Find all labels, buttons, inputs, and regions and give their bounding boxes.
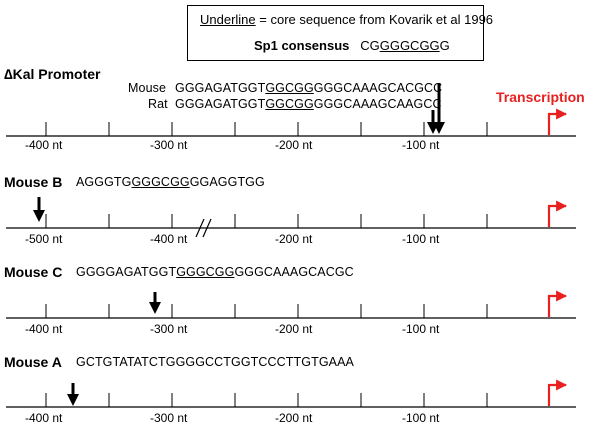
legend-box: Underline = core sequence from Kovarik e… — [187, 5, 493, 61]
kal-promoter-title: ∆Kal Promoter — [4, 66, 101, 82]
kal-mouse-sequence: GGGAGATGGTGGCGGGGGCAAAGCACGCC — [175, 81, 443, 95]
mouse-a-tick-label: -400 nt — [25, 411, 63, 425]
transcription-label: Transcription — [496, 89, 585, 105]
kal-rat-site-arrow — [427, 110, 439, 134]
mouse-a-transcription-start-arrow-icon — [547, 379, 568, 406]
axis-break-mark — [195, 218, 205, 238]
legend-description: = core sequence from Kovarik et al 1996 — [255, 12, 494, 27]
mouse-c-tick-label: -400 nt — [25, 322, 63, 336]
axis-break-mark — [202, 218, 212, 238]
kal-transcription-start-arrow-icon — [547, 108, 568, 135]
mouse-c-transcription-start-arrow-icon — [547, 290, 568, 317]
consensus-sequence: CGGGGCGGG — [360, 38, 450, 53]
legend-underline-word: Underline — [200, 12, 256, 27]
mouse-b-sequence: AGGGTGGGGCGGGGAGGTGG — [76, 175, 265, 189]
kal-tick-label: -100 nt — [402, 138, 440, 152]
mouse-b-tick-label: -400 nt — [150, 232, 188, 246]
kal-rat-core: GGCGG — [265, 97, 314, 111]
mouse-c-axis — [6, 304, 576, 319]
mouse-c-tick-label: -100 nt — [402, 322, 440, 336]
legend-line-2: Sp1 consensus CGGGGCGGG — [254, 38, 450, 53]
mouse-c-sequence: GGGGAGATGGTGGGCGGGGGCAAAGCACGC — [76, 265, 354, 279]
kal-tick-label: -400 nt — [25, 138, 63, 152]
mouse-b-title: Mouse B — [4, 174, 63, 190]
mouse-c-site-arrow — [149, 292, 161, 314]
kal-tick-label: -300 nt — [150, 138, 188, 152]
mouse-b-tick-label: -200 nt — [275, 232, 313, 246]
kal-mouse-core: GGCGG — [265, 81, 314, 95]
kal-axis — [6, 122, 576, 137]
mouse-a-axis — [6, 393, 576, 408]
mouse-b-core: GGGCGG — [131, 175, 190, 189]
mouse-c-tick-label: -300 nt — [150, 322, 188, 336]
mouse-c-tick-label: -200 nt — [275, 322, 313, 336]
mouse-b-tick-label: -500 nt — [25, 232, 63, 246]
mouse-b-tick-label: -100 nt — [402, 232, 440, 246]
mouse-a-sequence: GCTGTATATCTGGGGCCTGGTCCCTTGTGAAA — [76, 355, 354, 369]
mouse-b-transcription-start-arrow-icon — [547, 200, 568, 227]
mouse-a-tick-label: -100 nt — [402, 411, 440, 425]
kal-mouse-label: Mouse — [128, 81, 167, 95]
mouse-b-axis — [6, 214, 576, 238]
mouse-a-title: Mouse A — [4, 354, 62, 370]
consensus-label: Sp1 consensus — [254, 38, 350, 53]
mouse-a-tick-label: -200 nt — [275, 411, 313, 425]
kal-rat-sequence: GGGAGATGGTGGCGGGGGCAAAGCAAGCC — [175, 97, 442, 111]
mouse-b-site-arrow — [33, 197, 45, 222]
mouse-c-core: GGGCGG — [176, 265, 235, 279]
mouse-a-site-arrow — [67, 383, 79, 406]
mouse-a-tick-label: -300 nt — [150, 411, 188, 425]
legend-line-1: Underline = core sequence from Kovarik e… — [200, 12, 493, 27]
mouse-c-title: Mouse C — [4, 264, 63, 280]
kal-rat-label: Rat — [148, 97, 168, 111]
kal-tick-label: -200 nt — [275, 138, 313, 152]
consensus-core: GGGCGG — [379, 38, 440, 53]
